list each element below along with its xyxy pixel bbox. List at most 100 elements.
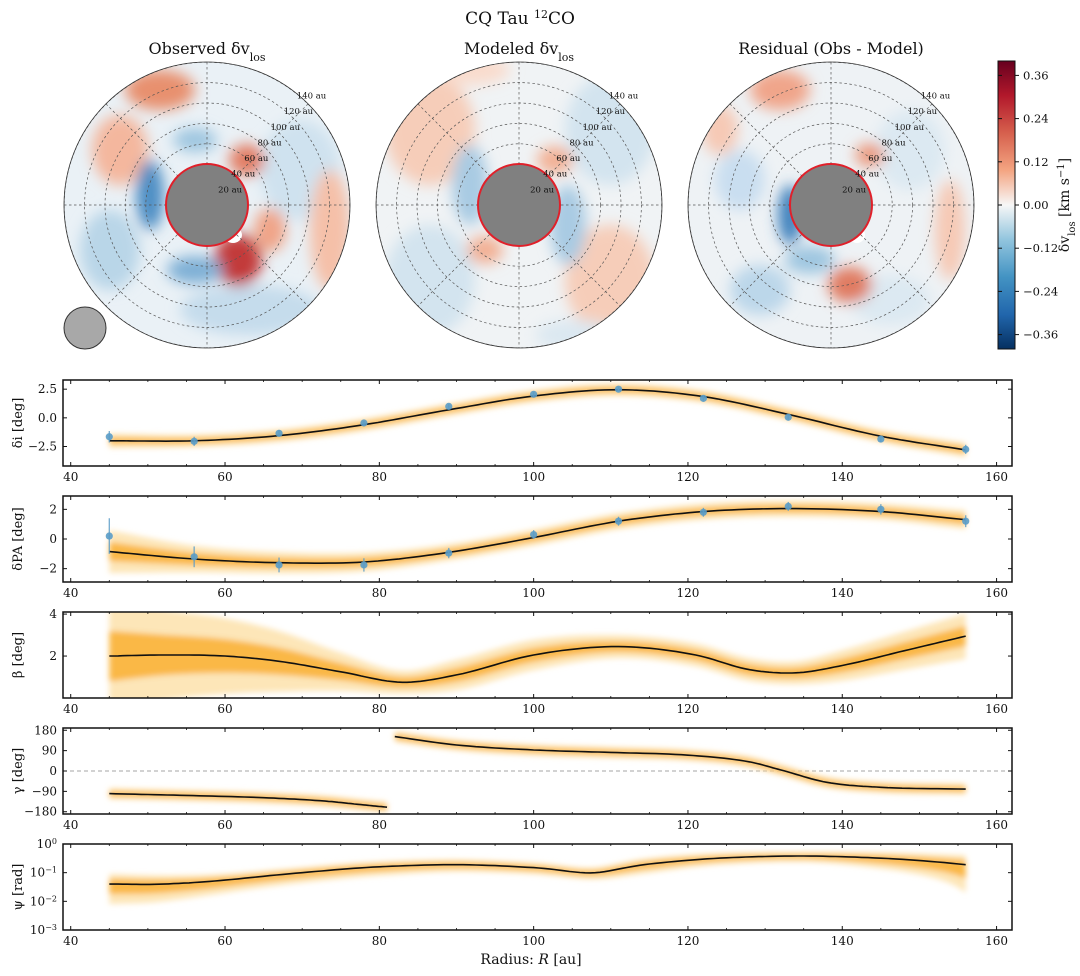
- map-observed: 20 au 40 au 60 au 80 au 100 au 120 au 140 au: [63, 61, 351, 350]
- x-tick-label: 120: [676, 702, 699, 716]
- x-tick-label: 160: [985, 702, 1008, 716]
- ring-label: 20 au: [842, 185, 867, 195]
- y-tick-label: 100: [37, 837, 57, 852]
- panel-4: 40 60 80 100 120 140 160 −180 −90 0 90 180 γ [deg]: [11, 723, 1013, 832]
- data-point: [699, 508, 707, 516]
- data-point: [530, 390, 538, 398]
- ring-label: 100 au: [895, 123, 925, 133]
- data-point: [190, 553, 198, 561]
- ring-label: 60 au: [244, 154, 269, 164]
- ring-label: 120 au: [284, 107, 314, 117]
- model-curve: [394, 735, 966, 790]
- y-tick-label: 2: [49, 502, 57, 516]
- x-tick-label: 100: [522, 818, 545, 832]
- y-tick-label: 2: [49, 649, 57, 663]
- posterior-band-inner: [109, 626, 966, 688]
- x-tick-label: 40: [63, 818, 78, 832]
- colorbar-tick-label: −0.24: [1023, 284, 1058, 298]
- posterior-band-outer: [109, 383, 966, 458]
- data-point: [699, 394, 707, 402]
- map-residual: 20 au 40 au 60 au 80 au 100 au 120 au 140 au: [687, 61, 975, 349]
- ring-label: 80 au: [258, 139, 283, 149]
- data-point: [614, 385, 623, 393]
- data-point: [877, 505, 885, 513]
- x-tick-label: 160: [985, 818, 1008, 832]
- data-point: [360, 419, 368, 427]
- y-axis-label: ψ [rad]: [11, 864, 26, 911]
- ring-label: 140 au: [921, 92, 951, 102]
- y-tick-label: 90: [42, 744, 57, 758]
- x-tick-label: 100: [522, 470, 545, 484]
- x-tick-label: 80: [372, 586, 387, 600]
- ring-label: 140 au: [297, 92, 327, 102]
- x-tick-label: 160: [985, 470, 1008, 484]
- x-tick-label: 40: [63, 702, 78, 716]
- x-tick-label: 80: [372, 470, 387, 484]
- x-tick-label: 80: [372, 818, 387, 832]
- x-tick-label: 120: [676, 934, 699, 948]
- model-curve: [109, 635, 966, 684]
- ring-label: 80 au: [882, 139, 907, 149]
- figure-title: CQ Tau 12CO: [465, 8, 575, 30]
- y-tick-label: 0: [49, 532, 57, 546]
- x-axis-label: Radius: R [au]: [480, 952, 581, 968]
- x-tick-label: 160: [985, 586, 1008, 600]
- y-tick-label: −90: [32, 784, 57, 798]
- data-point: [105, 433, 113, 441]
- y-tick-label: 10−2: [30, 894, 57, 909]
- ring-label: 120 au: [908, 107, 938, 117]
- x-tick-label: 140: [831, 702, 854, 716]
- x-tick-label: 120: [676, 470, 699, 484]
- y-axis-label: γ [deg]: [11, 748, 26, 794]
- x-tick-label: 100: [522, 702, 545, 716]
- data-point: [190, 437, 198, 445]
- y-tick-label: 10−3: [30, 923, 57, 938]
- y-tick-label: 2.5: [38, 382, 57, 396]
- x-tick-label: 60: [217, 586, 232, 600]
- x-tick-label: 60: [217, 818, 232, 832]
- x-tick-label: 80: [372, 934, 387, 948]
- map-title-modeled: Modeled δvlos: [464, 39, 574, 64]
- panel-2: 40 60 80 100 120 140 160 −2 0 2 δPA [deg]: [11, 495, 1013, 600]
- x-tick-label: 100: [522, 934, 545, 948]
- colorbar-tick-label: 0.24: [1023, 112, 1049, 126]
- panel-frame: [62, 611, 1013, 699]
- map-title-observed: Observed δvlos: [149, 39, 266, 64]
- y-tick-label: −2: [39, 562, 57, 576]
- ring-label: 120 au: [596, 107, 626, 117]
- colorbar-label: δvlos [km s−1]: [1056, 158, 1078, 252]
- ring-label: 140 au: [609, 92, 639, 102]
- ring-label: 40 au: [855, 170, 880, 180]
- x-tick-label: 140: [831, 586, 854, 600]
- data-point: [962, 445, 970, 453]
- ring-label: 20 au: [530, 185, 555, 195]
- panel-3: 40 60 80 100 120 140 160 2 4 β [deg]: [11, 607, 1013, 716]
- y-tick-label: −2.5: [28, 440, 57, 454]
- x-tick-label: 140: [831, 470, 854, 484]
- y-tick-label: 180: [34, 723, 57, 737]
- x-tick-label: 120: [676, 818, 699, 832]
- y-axis-label: δi [deg]: [11, 398, 26, 449]
- data-point: [962, 517, 970, 525]
- x-tick-label: 160: [985, 934, 1008, 948]
- panel-1: 40 60 80 100 120 140 160 −2.5 0.0 2.5 δi [deg]: [11, 379, 1013, 484]
- data-point: [275, 561, 283, 569]
- x-tick-label: 40: [63, 586, 78, 600]
- map-modeled: 20 au 40 au 60 au 80 au 100 au 120 au 140 au: [375, 61, 663, 349]
- x-tick-label: 60: [217, 934, 232, 948]
- data-point: [275, 429, 283, 437]
- ring-label: 60 au: [556, 154, 581, 164]
- ring-label: 20 au: [218, 185, 243, 195]
- colorbar: 0.36 0.24 0.12 0.00 −0.12 −0.24 −0.36 δvlos [k…: [997, 60, 1078, 350]
- colorbar-tick-label: −0.36: [1023, 328, 1058, 342]
- x-tick-label: 100: [522, 586, 545, 600]
- posterior-band-inner: [109, 387, 966, 454]
- x-tick-label: 60: [217, 470, 232, 484]
- model-curve: [109, 855, 966, 886]
- y-axis-label: δPA [deg]: [11, 507, 26, 570]
- y-axis-label: β [deg]: [11, 632, 26, 678]
- colorbar-tick-label: 0.00: [1023, 198, 1049, 212]
- ring-label: 100 au: [583, 123, 613, 133]
- ring-label: 60 au: [868, 154, 893, 164]
